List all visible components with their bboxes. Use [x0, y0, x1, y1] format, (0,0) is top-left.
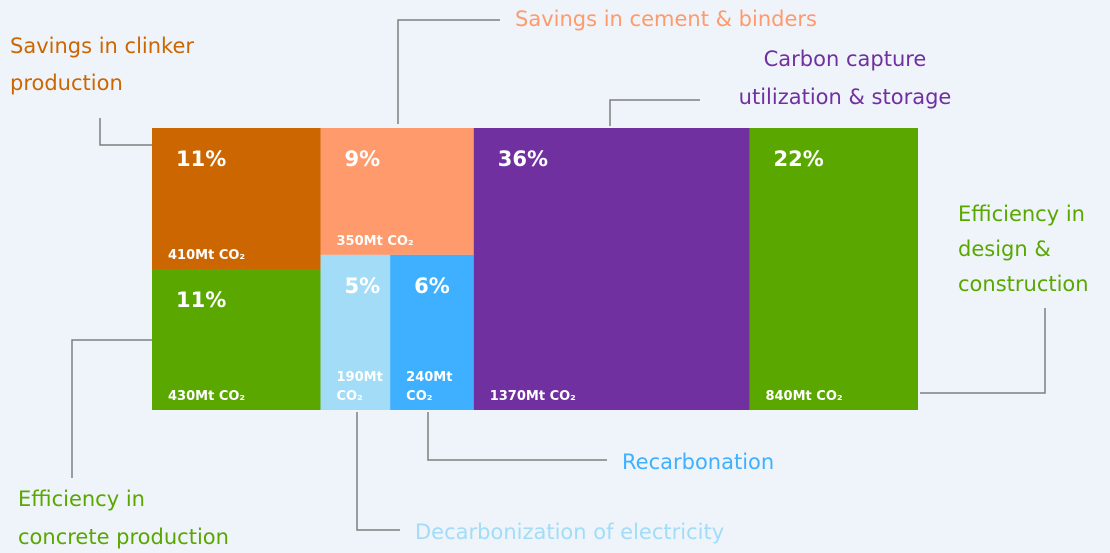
emissions-box: 240Mt CO₂ [406, 370, 453, 404]
leader-line [427, 412, 607, 461]
emissions-label: 190Mt CO₂ [336, 370, 383, 404]
segment [473, 128, 750, 410]
percent-label: 9% [345, 147, 381, 171]
percent-label: 5% [345, 274, 381, 298]
percent-label: 11% [176, 147, 226, 171]
emissions-label: 350Mt CO₂ [336, 233, 414, 249]
callout-label: Recarbonation [622, 450, 774, 474]
callout-label: construction [958, 272, 1089, 296]
emissions-label: 410Mt CO₂ [168, 248, 246, 263]
emissions-label: 840Mt CO₂ [765, 389, 843, 404]
callout-label: Savings in clinker [10, 34, 194, 58]
emissions-label: 430Mt CO₂ [168, 389, 246, 404]
percent-label: 11% [176, 288, 226, 312]
segment [749, 128, 918, 410]
percent-label: 22% [773, 147, 823, 171]
percent-label: 36% [498, 147, 548, 171]
leader-line [397, 19, 500, 124]
callout-label: Efficiency in [958, 202, 1085, 226]
callout-label: concrete production [18, 525, 229, 549]
emissions-box: 840Mt CO₂ [765, 389, 843, 404]
emissions-box: 1370Mt CO₂ [489, 389, 576, 404]
segment [320, 128, 474, 255]
emissions-box: 350Mt CO₂ [336, 233, 414, 249]
callout-label: production [10, 71, 123, 95]
segment [390, 254, 474, 410]
segment [152, 269, 321, 410]
callout-label: Efficiency in [18, 487, 145, 511]
callout-label: Savings in cement & binders [515, 7, 817, 31]
emissions-box: 410Mt CO₂ [168, 248, 246, 263]
leader-line [99, 118, 152, 146]
leader-line [609, 99, 700, 126]
callout-label: utilization & storage [739, 85, 952, 109]
callout-label: Decarbonization of electricity [415, 520, 724, 544]
callout-label: design & [958, 237, 1051, 261]
segment [320, 254, 391, 410]
emissions-box: 430Mt CO₂ [168, 389, 246, 404]
leader-line [356, 412, 400, 531]
emissions-box: 190Mt CO₂ [336, 370, 383, 404]
percent-label: 6% [414, 274, 450, 298]
leader-line [71, 339, 152, 478]
leader-line [920, 308, 1046, 394]
emissions-label: 1370Mt CO₂ [489, 389, 576, 404]
emissions-label: 240Mt CO₂ [406, 370, 453, 404]
callout-label: Carbon capture [764, 47, 927, 71]
segment [152, 128, 321, 269]
